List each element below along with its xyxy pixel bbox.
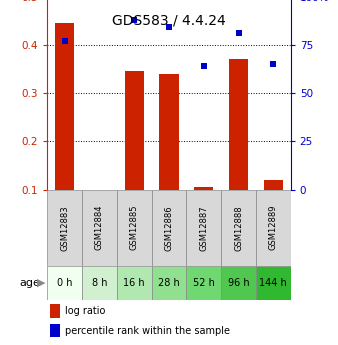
- Bar: [82, 190, 117, 266]
- Point: [236, 30, 241, 36]
- Bar: [186, 266, 221, 300]
- Text: GSM12885: GSM12885: [130, 205, 139, 250]
- Text: 16 h: 16 h: [123, 278, 145, 288]
- Bar: [55, 23, 74, 190]
- Bar: [160, 74, 178, 190]
- Bar: [50, 304, 60, 317]
- Text: GSM12889: GSM12889: [269, 205, 278, 250]
- Bar: [47, 190, 82, 266]
- Text: log ratio: log ratio: [65, 306, 105, 316]
- Bar: [47, 266, 82, 300]
- Point: [62, 38, 67, 44]
- Bar: [186, 190, 221, 266]
- Text: GSM12888: GSM12888: [234, 205, 243, 250]
- Bar: [221, 190, 256, 266]
- Bar: [256, 266, 291, 300]
- Text: percentile rank within the sample: percentile rank within the sample: [65, 326, 230, 336]
- Point: [201, 63, 207, 69]
- Text: GDS583 / 4.4.24: GDS583 / 4.4.24: [112, 13, 226, 28]
- Bar: [152, 190, 186, 266]
- Bar: [229, 59, 248, 190]
- Text: GSM12887: GSM12887: [199, 205, 208, 250]
- Point: [131, 17, 137, 22]
- Bar: [50, 324, 60, 337]
- Text: 0 h: 0 h: [57, 278, 72, 288]
- Text: GSM12884: GSM12884: [95, 205, 104, 250]
- Bar: [256, 190, 291, 266]
- Text: GSM12886: GSM12886: [165, 205, 173, 250]
- Text: 144 h: 144 h: [260, 278, 287, 288]
- Text: 8 h: 8 h: [92, 278, 107, 288]
- Bar: [264, 180, 283, 190]
- Bar: [117, 266, 152, 300]
- Bar: [194, 187, 213, 190]
- Bar: [117, 190, 152, 266]
- Text: GSM12883: GSM12883: [60, 205, 69, 250]
- Bar: [221, 266, 256, 300]
- Bar: [152, 266, 186, 300]
- Bar: [82, 266, 117, 300]
- Point: [271, 61, 276, 67]
- Bar: [125, 71, 144, 190]
- Point: [166, 25, 172, 30]
- Text: age: age: [20, 278, 41, 288]
- Text: 28 h: 28 h: [158, 278, 180, 288]
- Text: 52 h: 52 h: [193, 278, 215, 288]
- Text: ▶: ▶: [37, 278, 46, 288]
- Text: 96 h: 96 h: [228, 278, 249, 288]
